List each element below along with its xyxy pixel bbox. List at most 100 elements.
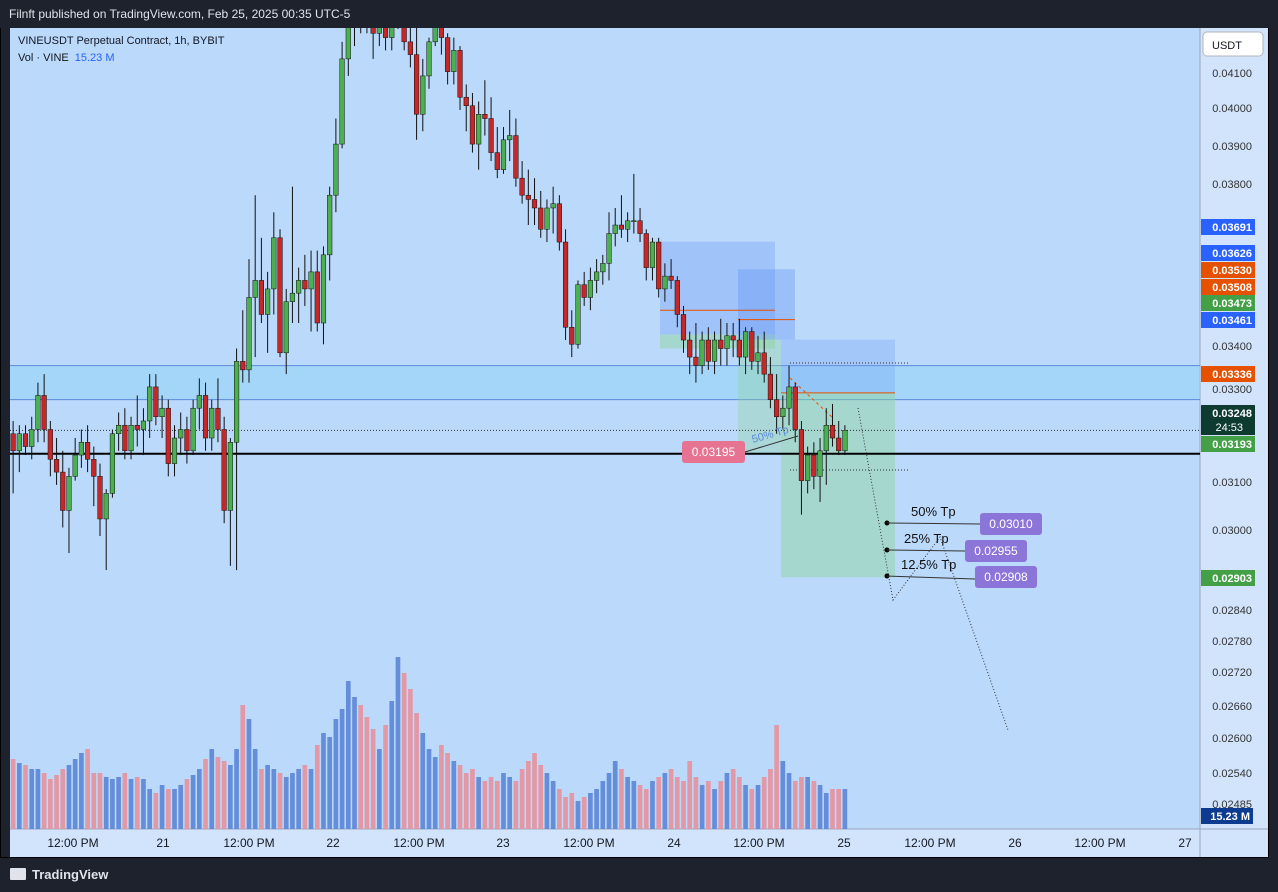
volume-bar[interactable] bbox=[339, 709, 345, 829]
volume-bar[interactable] bbox=[581, 797, 587, 829]
candle-body[interactable] bbox=[829, 424, 836, 439]
candle-body[interactable] bbox=[22, 433, 29, 447]
candle-body[interactable] bbox=[482, 114, 488, 119]
volume-bar[interactable] bbox=[457, 765, 463, 829]
candle-body[interactable] bbox=[500, 139, 507, 170]
candle-body[interactable] bbox=[314, 271, 320, 324]
price-badge-3[interactable] bbox=[1201, 262, 1255, 278]
volume-bar[interactable] bbox=[662, 773, 668, 829]
volume-bar[interactable] bbox=[10, 759, 16, 829]
volume-bar[interactable] bbox=[234, 749, 239, 829]
candle-body[interactable] bbox=[594, 271, 600, 281]
candle-body[interactable] bbox=[252, 280, 258, 298]
projection-path[interactable] bbox=[857, 407, 1009, 731]
candle-body[interactable] bbox=[631, 220, 637, 223]
volume-bar[interactable] bbox=[656, 777, 662, 829]
candle-body[interactable] bbox=[637, 220, 643, 234]
candle-body[interactable] bbox=[202, 395, 209, 439]
volume-bar[interactable] bbox=[290, 773, 295, 829]
candle-body[interactable] bbox=[562, 241, 569, 328]
volume-bar[interactable] bbox=[35, 769, 41, 829]
tradingview-logo[interactable]: TradingView bbox=[10, 867, 108, 882]
candle-body[interactable] bbox=[426, 41, 432, 77]
candle-body[interactable] bbox=[656, 241, 662, 290]
candle-body[interactable] bbox=[792, 386, 798, 430]
candle-body[interactable] bbox=[327, 194, 333, 256]
volume-bar[interactable] bbox=[830, 789, 835, 829]
candle-body[interactable] bbox=[730, 335, 736, 341]
candle-body[interactable] bbox=[339, 58, 345, 145]
candle-body[interactable] bbox=[171, 437, 178, 464]
candle-body[interactable] bbox=[469, 105, 476, 145]
candle-body[interactable] bbox=[128, 424, 134, 452]
candle-body[interactable] bbox=[184, 429, 190, 452]
candle-body[interactable] bbox=[178, 429, 184, 439]
volume-bar[interactable] bbox=[141, 779, 146, 829]
volume-bar[interactable] bbox=[302, 765, 308, 829]
volume-bar[interactable] bbox=[271, 769, 277, 829]
candle-body[interactable] bbox=[147, 386, 153, 422]
candle-body[interactable] bbox=[29, 429, 35, 447]
volume-bar[interactable] bbox=[643, 789, 649, 829]
candle-body[interactable] bbox=[761, 352, 767, 375]
candle-body[interactable] bbox=[569, 327, 575, 345]
volume-bar[interactable] bbox=[408, 689, 413, 829]
price-badge-7[interactable] bbox=[1201, 366, 1255, 382]
volume-bar[interactable] bbox=[513, 781, 519, 829]
volume-bar[interactable] bbox=[327, 737, 333, 829]
candle-body[interactable] bbox=[302, 280, 308, 290]
volume-bar[interactable] bbox=[259, 769, 264, 829]
price-badge-5[interactable] bbox=[1201, 295, 1255, 311]
candle-body[interactable] bbox=[72, 454, 78, 477]
volume-bar[interactable] bbox=[29, 769, 35, 829]
candle-body[interactable] bbox=[258, 280, 264, 315]
price-badge-9[interactable] bbox=[1201, 570, 1255, 586]
volume-bar[interactable] bbox=[625, 777, 630, 829]
entry-label-connector[interactable] bbox=[744, 435, 799, 453]
volume-bar[interactable] bbox=[377, 749, 382, 829]
candle-body[interactable] bbox=[494, 152, 500, 170]
price-badge-1[interactable] bbox=[1201, 219, 1255, 235]
volume-bar[interactable] bbox=[184, 779, 190, 829]
candle-body[interactable] bbox=[618, 224, 625, 230]
volume-bar[interactable] bbox=[761, 777, 767, 829]
volume-bar[interactable] bbox=[482, 781, 488, 829]
volume-bar[interactable] bbox=[836, 789, 842, 829]
candle-body[interactable] bbox=[488, 118, 494, 153]
volume-bar[interactable] bbox=[823, 793, 829, 829]
volume-bar[interactable] bbox=[103, 777, 109, 829]
candle-body[interactable] bbox=[320, 254, 327, 324]
candle-body[interactable] bbox=[699, 339, 705, 366]
volume-bar[interactable] bbox=[60, 769, 66, 829]
candle-body[interactable] bbox=[780, 407, 786, 417]
volume-bar[interactable] bbox=[345, 681, 351, 829]
volume-bar[interactable] bbox=[805, 777, 810, 829]
volume-bar[interactable] bbox=[165, 789, 171, 829]
candle-body[interactable] bbox=[612, 224, 618, 234]
candle-body[interactable] bbox=[35, 395, 41, 430]
candle-body[interactable] bbox=[445, 37, 451, 72]
candle-body[interactable] bbox=[221, 429, 227, 511]
reward-box-3[interactable] bbox=[781, 392, 895, 578]
candle-body[interactable] bbox=[265, 288, 271, 315]
candle-body[interactable] bbox=[209, 407, 215, 439]
volume-bar[interactable] bbox=[550, 781, 556, 829]
candle-body[interactable] bbox=[233, 361, 240, 443]
volume-bar[interactable] bbox=[501, 773, 506, 829]
volume-bar[interactable] bbox=[252, 749, 258, 829]
candle-body[interactable] bbox=[227, 442, 233, 511]
candle-body[interactable] bbox=[575, 284, 581, 345]
candle-body[interactable] bbox=[550, 203, 556, 209]
candle-body[interactable] bbox=[103, 493, 109, 520]
candle-body[interactable] bbox=[767, 373, 773, 400]
resistance-zone[interactable] bbox=[10, 365, 1200, 400]
volume-bar[interactable] bbox=[612, 761, 618, 829]
candle-body[interactable] bbox=[16, 433, 22, 452]
volume-bar[interactable] bbox=[283, 777, 289, 829]
candle-body[interactable] bbox=[662, 275, 668, 290]
candle-body[interactable] bbox=[755, 352, 761, 362]
volume-bar[interactable] bbox=[265, 765, 270, 829]
volume-bar[interactable] bbox=[203, 759, 208, 829]
candle-body[interactable] bbox=[531, 199, 538, 209]
volume-bar[interactable] bbox=[507, 777, 513, 829]
